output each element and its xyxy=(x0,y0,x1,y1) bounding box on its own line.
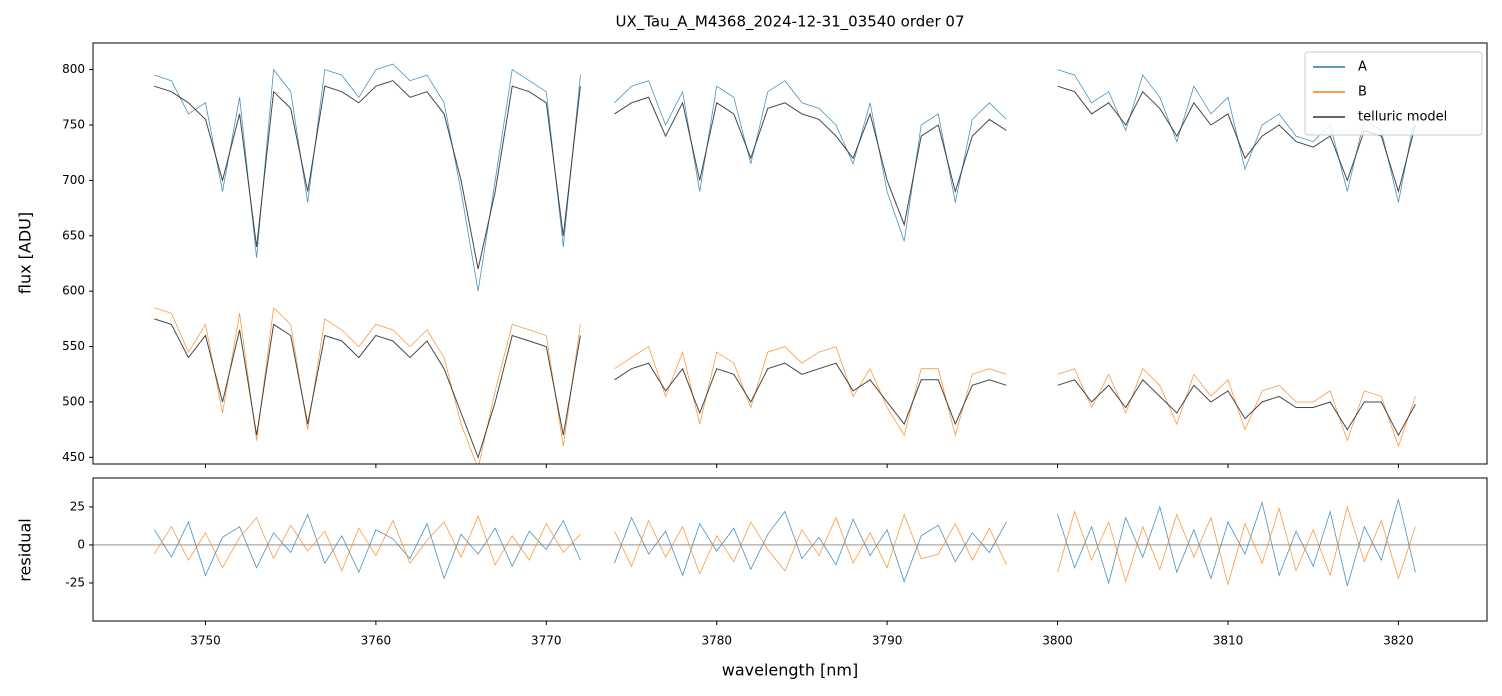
y-tick-label: 650 xyxy=(62,228,85,242)
y-tick-label: -25 xyxy=(65,575,85,589)
y-tick-label: 700 xyxy=(62,173,85,187)
x-tick-label: 3780 xyxy=(701,634,732,648)
x-tick-label: 3800 xyxy=(1042,634,1073,648)
legend-label: telluric model xyxy=(1358,110,1447,125)
y-axis-label: flux [ADU] xyxy=(16,212,35,294)
series-line xyxy=(154,318,1416,459)
y-tick-label: 600 xyxy=(62,284,85,298)
x-tick-label: 3790 xyxy=(872,634,903,648)
y-axis-label: residual xyxy=(16,518,35,581)
series-line xyxy=(154,306,1416,464)
series-line xyxy=(153,505,1416,587)
x-tick-label: 3760 xyxy=(361,634,392,648)
y-tick-label: 750 xyxy=(62,117,85,131)
y-tick-label: 450 xyxy=(62,450,85,464)
series-line xyxy=(154,80,1416,270)
y-tick-label: 0 xyxy=(77,537,85,551)
y-tick-label: 800 xyxy=(62,62,85,76)
plot-area xyxy=(154,63,1416,464)
y-tick-label: 550 xyxy=(62,339,85,353)
axes-frame xyxy=(92,42,1488,465)
legend-label: B xyxy=(1358,85,1367,100)
x-tick-label: 3810 xyxy=(1213,634,1244,648)
legend-box xyxy=(1304,51,1483,136)
plot-area xyxy=(93,499,1487,587)
x-tick-label: 3770 xyxy=(531,634,562,648)
series-line xyxy=(153,499,1416,587)
series-line xyxy=(154,63,1416,292)
y-tick-label: 25 xyxy=(70,499,85,513)
axes-frame xyxy=(92,477,1488,622)
chart-title: UX_Tau_A_M4368_2024-12-31_03540 order 07 xyxy=(615,13,964,32)
x-tick-label: 3820 xyxy=(1383,634,1414,648)
y-tick-label: 500 xyxy=(62,394,85,408)
x-axis-label: wavelength [nm] xyxy=(722,661,859,680)
x-tick-label: 3750 xyxy=(190,634,221,648)
legend-label: A xyxy=(1358,60,1367,75)
